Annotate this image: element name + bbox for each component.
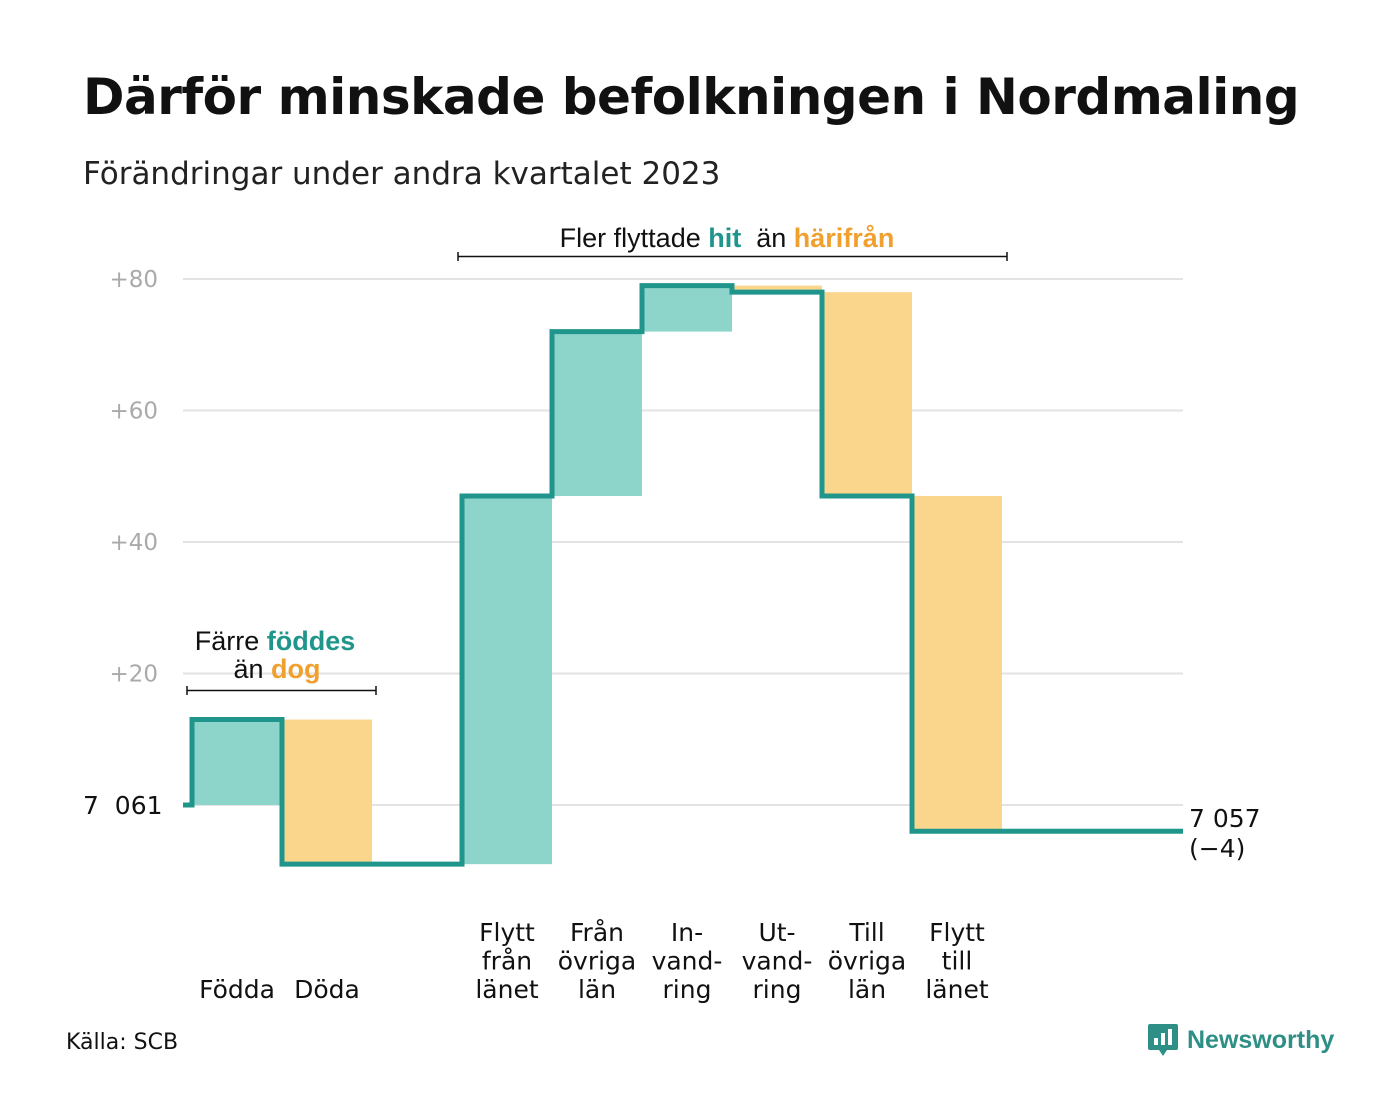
category-label-line: In- <box>671 918 703 947</box>
annotation-plain-text: Fler flyttade <box>560 223 709 253</box>
category-label: Ut-vand-ring <box>742 918 813 1004</box>
chart-title: Därför minskade befolkningen i Nordmalin… <box>83 68 1300 126</box>
step-line <box>183 283 1183 867</box>
chart-subtitle: Förändringar under andra kvartalet 2023 <box>83 156 721 192</box>
category-label-line: län <box>578 975 616 1004</box>
category-label-line: länet <box>475 975 538 1004</box>
brand-logo: Newsworthy <box>1147 1022 1334 1058</box>
annotation-orange-text: dog <box>271 654 320 684</box>
bar-increase <box>642 285 732 332</box>
step-line-layer <box>183 283 1183 867</box>
category-label-line: Födda <box>199 975 275 1004</box>
category-label-line: övriga <box>828 947 907 976</box>
bar-increase <box>192 719 282 805</box>
category-label-line: ring <box>663 975 712 1004</box>
annotation-teal-text: hit <box>708 223 741 253</box>
category-label: Från övriga län <box>558 918 637 1004</box>
category-label-line: Flytt <box>929 918 985 947</box>
bar-decrease <box>282 719 372 865</box>
bar-increase <box>552 331 642 496</box>
category-label-line: vand- <box>742 947 813 976</box>
category-label: In-vand-ring <box>652 918 723 1004</box>
y-tick-label: +20 <box>109 662 158 688</box>
category-label-line: vand- <box>652 947 723 976</box>
annotation-births-deaths-line2: än dog <box>233 654 320 684</box>
newsworthy-logo-icon <box>1148 1024 1178 1056</box>
annotation-plain-text: Färre <box>195 626 267 656</box>
category-label-line: länet <box>925 975 988 1004</box>
category-label-line: län <box>848 975 886 1004</box>
y-tick-label: +80 <box>109 267 158 293</box>
bar-increase <box>462 495 552 865</box>
end-change-label: (−4) <box>1189 834 1245 863</box>
category-label: Flytt från länet <box>475 918 538 1004</box>
end-value-label: 7 057 <box>1189 804 1261 833</box>
category-label-line: Från <box>570 918 624 947</box>
brand-name: Newsworthy <box>1187 1025 1335 1054</box>
start-value-label: 7 061 <box>83 791 163 820</box>
source-note: Källa: SCB <box>66 1030 179 1055</box>
annotation-teal-text: föddes <box>267 626 356 656</box>
category-label-line: Till <box>848 918 884 947</box>
category-label: Flytt till länet <box>925 918 988 1004</box>
bar-decrease <box>822 292 912 496</box>
category-label-line: Döda <box>294 975 360 1004</box>
annotation-migration-line1: Fler flyttade hit än härifrån <box>560 223 895 253</box>
category-label: Födda <box>199 975 275 1004</box>
category-label-line: Flytt <box>479 918 535 947</box>
y-tick-label: +60 <box>109 399 158 425</box>
y-axis-ticks: +20 +40 +60 +80 <box>109 267 158 688</box>
value-labels: 7 061 7 057(−4) <box>83 791 1261 863</box>
annotation-plain-text: än <box>233 654 271 684</box>
category-label-line: ring <box>753 975 802 1004</box>
annotation-bracket-migration <box>457 252 1008 261</box>
category-label-line: till <box>942 947 973 976</box>
bars <box>192 285 1002 865</box>
category-label-line: Ut- <box>758 918 795 947</box>
annotation-bracket-births-deaths <box>186 686 377 695</box>
category-label: Döda <box>294 975 360 1004</box>
annotation-orange-text: härifrån <box>794 223 895 253</box>
category-label: Till övriga län <box>828 918 907 1004</box>
category-label-line: från <box>482 947 532 976</box>
bar-decrease <box>732 285 822 293</box>
y-tick-label: +40 <box>109 530 158 556</box>
bar-decrease <box>912 495 1002 832</box>
annotation-births-deaths-line1: Färre föddes <box>195 626 356 656</box>
category-label-line: övriga <box>558 947 637 976</box>
annotation-plain-text: än <box>741 223 794 253</box>
